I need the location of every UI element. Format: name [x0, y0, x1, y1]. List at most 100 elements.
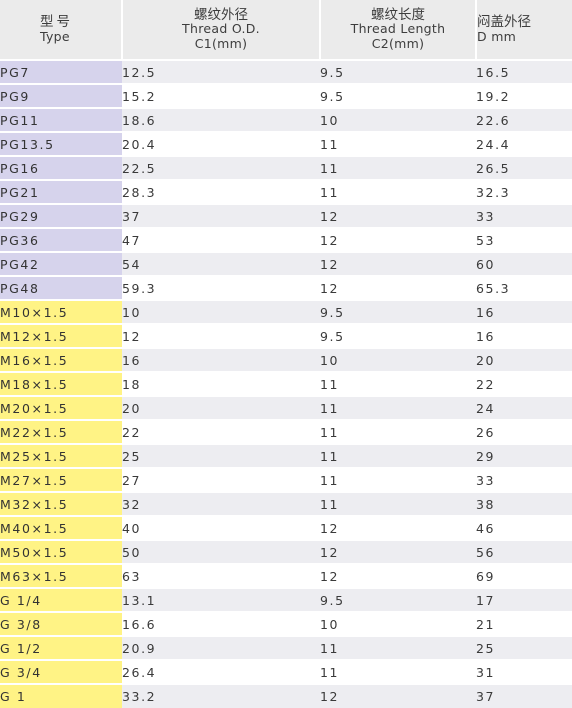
- header-c1-en: Thread O.D.: [182, 21, 260, 37]
- cell-thread-length: 10: [320, 107, 476, 132]
- cell-thread-length: 11: [320, 659, 476, 684]
- cell-thread-length: 9.5: [320, 83, 476, 108]
- cell-model: PG11: [0, 107, 122, 132]
- cell-cap-od: 26: [476, 419, 572, 444]
- cell-thread-od: 27: [122, 467, 320, 492]
- header-d-cn: 闷盖外径: [477, 14, 531, 30]
- cell-thread-length: 11: [320, 467, 476, 492]
- cell-thread-od: 54: [122, 251, 320, 276]
- table-row: M10×1.5 10 9.5 16: [0, 299, 572, 324]
- table-row: PG16 22.5 11 26.5: [0, 155, 572, 180]
- cell-thread-od: 18: [122, 371, 320, 396]
- table-row: PG29 37 12 33: [0, 203, 572, 228]
- cell-model: M10×1.5: [0, 299, 122, 324]
- cell-thread-length: 9.5: [320, 587, 476, 612]
- cell-model: M63×1.5: [0, 563, 122, 588]
- cell-model: PG48: [0, 275, 122, 300]
- cell-thread-length: 11: [320, 179, 476, 204]
- cell-thread-length: 12: [320, 275, 476, 300]
- table-row: G 1 33.2 12 37: [0, 683, 572, 708]
- table-row: PG9 15.2 9.5 19.2: [0, 83, 572, 108]
- header-model: 型号 Type: [0, 0, 123, 60]
- table-row: M25×1.5 25 11 29: [0, 443, 572, 468]
- cell-thread-length: 11: [320, 635, 476, 660]
- cell-model: M16×1.5: [0, 347, 122, 372]
- cell-thread-od: 33.2: [122, 683, 320, 708]
- cell-thread-length: 9.5: [320, 59, 476, 84]
- cell-model: PG16: [0, 155, 122, 180]
- table-row: M50×1.5 50 12 56: [0, 539, 572, 564]
- header-c2-unit: C2(mm): [371, 35, 425, 51]
- cell-thread-length: 11: [320, 155, 476, 180]
- cell-thread-length: 11: [320, 443, 476, 468]
- header-c1-unit: C1(mm): [194, 35, 248, 51]
- cell-thread-length: 10: [320, 347, 476, 372]
- table-row: PG42 54 12 60: [0, 251, 572, 276]
- cell-thread-length: 12: [320, 515, 476, 540]
- cell-thread-length: 12: [320, 563, 476, 588]
- cell-model: PG42: [0, 251, 122, 276]
- table-row: M12×1.5 12 9.5 16: [0, 323, 572, 348]
- cell-model: G 3/8: [0, 611, 122, 636]
- table-row: M32×1.5 32 11 38: [0, 491, 572, 516]
- cell-model: M20×1.5: [0, 395, 122, 420]
- cell-cap-od: 33: [476, 203, 572, 228]
- cell-cap-od: 17: [476, 587, 572, 612]
- cell-cap-od: 31: [476, 659, 572, 684]
- cell-cap-od: 46: [476, 515, 572, 540]
- cell-cap-od: 20: [476, 347, 572, 372]
- header-c1-cn: 螺纹外径: [194, 6, 248, 23]
- cell-thread-od: 20.9: [122, 635, 320, 660]
- header-d: 闷盖外径 D mm: [476, 0, 572, 60]
- cell-thread-od: 22: [122, 419, 320, 444]
- cell-thread-length: 11: [320, 419, 476, 444]
- cell-model: PG21: [0, 179, 122, 204]
- table-row: G 1/2 20.9 11 25: [0, 635, 572, 660]
- table-row: M18×1.5 18 11 22: [0, 371, 572, 396]
- cell-thread-length: 11: [320, 491, 476, 516]
- header-c2-en: Thread Length: [350, 21, 446, 37]
- cell-thread-od: 40: [122, 515, 320, 540]
- table-row: PG11 18.6 10 22.6: [0, 107, 572, 132]
- cell-cap-od: 53: [476, 227, 572, 252]
- cell-model: G 3/4: [0, 659, 122, 684]
- cell-thread-od: 47: [122, 227, 320, 252]
- cell-thread-length: 10: [320, 611, 476, 636]
- table-row: G 1/4 13.1 9.5 17: [0, 587, 572, 612]
- header-c1: 螺纹外径 Thread O.D. C1(mm): [122, 0, 321, 60]
- cell-model: M18×1.5: [0, 371, 122, 396]
- header-model-en: Type: [40, 28, 70, 44]
- header-d-unit: D mm: [477, 28, 517, 44]
- cell-cap-od: 21: [476, 611, 572, 636]
- cell-thread-od: 16: [122, 347, 320, 372]
- cell-thread-length: 12: [320, 227, 476, 252]
- cell-thread-od: 20.4: [122, 131, 320, 156]
- cell-thread-length: 12: [320, 683, 476, 708]
- header-model-cn: 型号: [40, 14, 73, 30]
- cell-thread-length: 12: [320, 539, 476, 564]
- table-row: M20×1.5 20 11 24: [0, 395, 572, 420]
- cell-cap-od: 32.3: [476, 179, 572, 204]
- header-c2: 螺纹长度 Thread Length C2(mm): [320, 0, 477, 60]
- table-row: PG21 28.3 11 32.3: [0, 179, 572, 204]
- cell-model: PG13.5: [0, 131, 122, 156]
- cell-thread-od: 12: [122, 323, 320, 348]
- cell-thread-od: 15.2: [122, 83, 320, 108]
- cell-thread-od: 13.1: [122, 587, 320, 612]
- cell-thread-length: 11: [320, 131, 476, 156]
- cell-thread-od: 18.6: [122, 107, 320, 132]
- table-row: G 3/8 16.6 10 21: [0, 611, 572, 636]
- cell-model: G 1: [0, 683, 122, 708]
- cell-cap-od: 16: [476, 299, 572, 324]
- table-row: PG7 12.5 9.5 16.5: [0, 59, 572, 84]
- header-c2-cn: 螺纹长度: [371, 6, 425, 23]
- table-row: M22×1.5 22 11 26: [0, 419, 572, 444]
- table-row: M27×1.5 27 11 33: [0, 467, 572, 492]
- cell-model: M25×1.5: [0, 443, 122, 468]
- header-row: 型号 Type 螺纹外径 Thread O.D. C1(mm) 螺纹长度 Thr…: [0, 0, 572, 60]
- cell-cap-od: 22.6: [476, 107, 572, 132]
- cell-thread-od: 16.6: [122, 611, 320, 636]
- cell-thread-length: 9.5: [320, 323, 476, 348]
- cell-cap-od: 26.5: [476, 155, 572, 180]
